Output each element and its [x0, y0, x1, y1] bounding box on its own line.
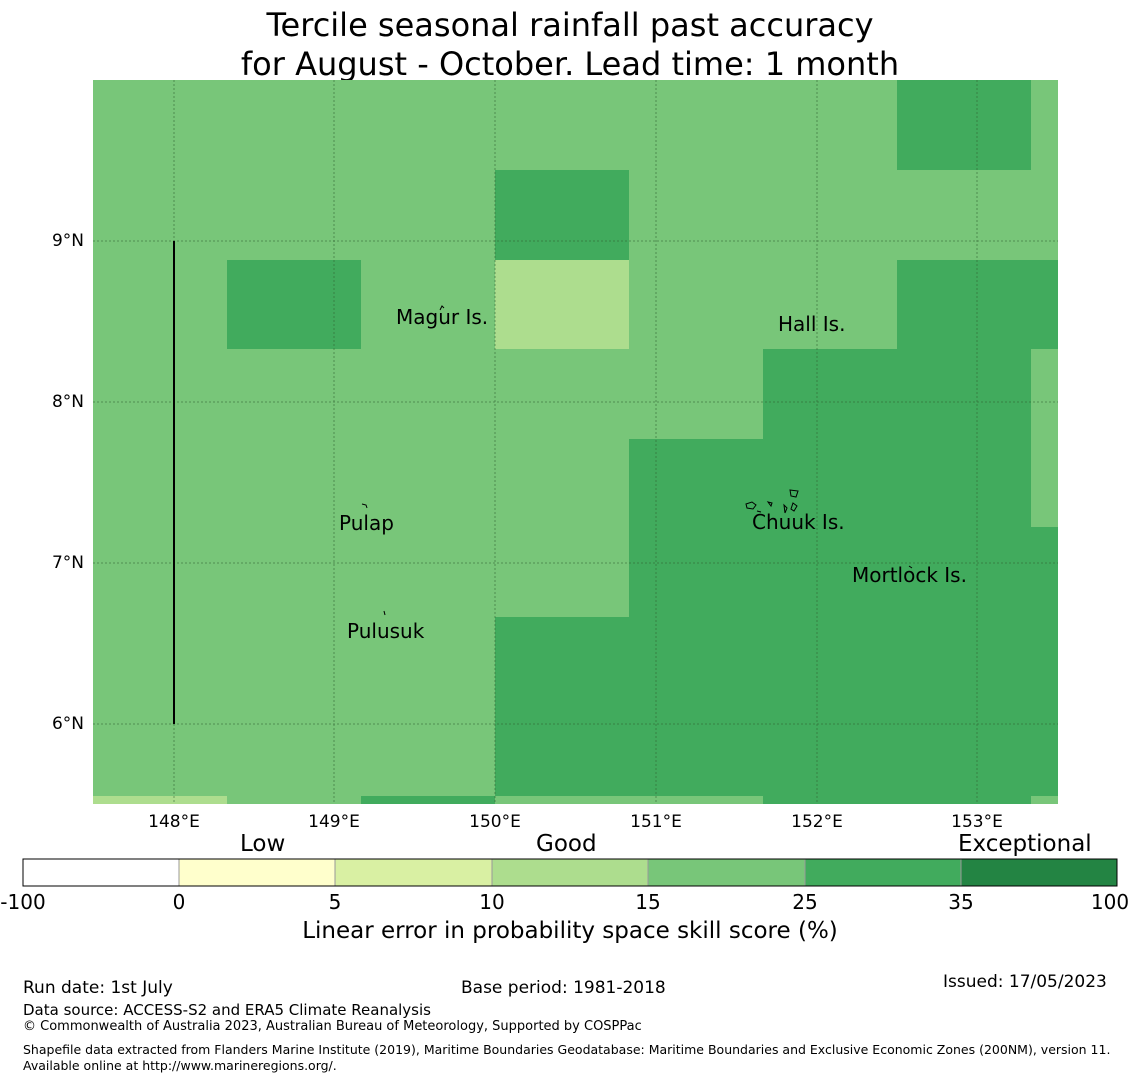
- skill-cell: [93, 796, 227, 804]
- place-label-mortlock: Mortlock Is.: [852, 563, 967, 587]
- skill-cell: [763, 796, 1031, 804]
- lat-tick: 7°N: [51, 553, 84, 573]
- colorbar-segment: [179, 859, 335, 886]
- island-pulap: [361, 503, 368, 509]
- colorbar-segment: [648, 859, 805, 886]
- skill-cell: [629, 439, 1031, 617]
- lon-tick: 153°E: [951, 812, 1003, 832]
- copyright-notice: © Commonwealth of Australia 2023, Austra…: [23, 1019, 642, 1034]
- colorbar-segment: [335, 859, 492, 886]
- place-label-hall: Hall Is.: [778, 312, 846, 336]
- lon-tick: 152°E: [791, 812, 843, 832]
- issued-date: Issued: 17/05/2023: [943, 972, 1107, 992]
- lon-tick: 150°E: [469, 812, 521, 832]
- skill-cell: [495, 260, 629, 349]
- colorbar-tick: 25: [792, 890, 818, 914]
- place-label-chuuk: Chuuk Is.: [752, 510, 845, 534]
- skill-cell: [495, 796, 763, 804]
- colorbar-label: Linear error in probability space skill …: [302, 918, 838, 944]
- title-line-1: Tercile seasonal rainfall past accuracy: [266, 6, 874, 44]
- category-exceptional: Exceptional: [958, 831, 1092, 857]
- colorbar-tick: -100: [0, 890, 46, 914]
- lon-tick: 151°E: [630, 812, 682, 832]
- colorbar-tick: 15: [635, 890, 661, 914]
- base-period: Base period: 1981-2018: [461, 978, 666, 998]
- lat-tick: 6°N: [51, 714, 84, 734]
- colorbar-tick: 35: [948, 890, 974, 914]
- colorbar-tick: 100: [1090, 890, 1130, 914]
- skill-cell: [495, 617, 1058, 796]
- data-source: Data source: ACCESS-S2 and ERA5 Climate …: [23, 1001, 431, 1019]
- skill-cell: [897, 260, 1058, 349]
- island-magur: [439, 305, 445, 311]
- lon-tick: 149°E: [308, 812, 360, 832]
- lat-tick: 8°N: [51, 392, 84, 412]
- skill-cell: [1031, 527, 1058, 617]
- category-good: Good: [536, 831, 597, 857]
- skill-cell: [227, 260, 361, 349]
- colorbar-tick: 10: [479, 890, 505, 914]
- skill-cell: [495, 170, 629, 260]
- skill-cell: [897, 80, 1031, 170]
- colorbar: [22, 858, 1118, 887]
- colorbar-segment: [961, 859, 1117, 886]
- place-label-magur: Magur Is.: [396, 305, 489, 329]
- colorbar-segment: [805, 859, 961, 886]
- title-line-2: for August - October. Lead time: 1 month: [240, 45, 900, 83]
- colorbar-tick: 0: [172, 890, 186, 914]
- colorbar-tick: 5: [328, 890, 342, 914]
- island-chuuk: [745, 489, 799, 514]
- category-low: Low: [240, 831, 286, 857]
- skill-cell: [361, 796, 495, 804]
- place-label-pulap: Pulap: [339, 511, 394, 535]
- shapefile-credit: Shapefile data extracted from Flanders M…: [23, 1042, 1111, 1073]
- island-pulusuk: [383, 610, 386, 616]
- colorbar-frame: [22, 858, 1118, 887]
- colorbar-segment: [492, 859, 648, 886]
- island-mortlock: [908, 565, 913, 569]
- run-date: Run date: 1st July: [23, 978, 173, 998]
- skill-cell: [763, 349, 1031, 439]
- lon-tick: 148°E: [148, 812, 200, 832]
- place-label-pulusuk: Pulusuk: [347, 619, 425, 643]
- colorbar-segment: [23, 859, 179, 886]
- lat-tick: 9°N: [51, 231, 84, 251]
